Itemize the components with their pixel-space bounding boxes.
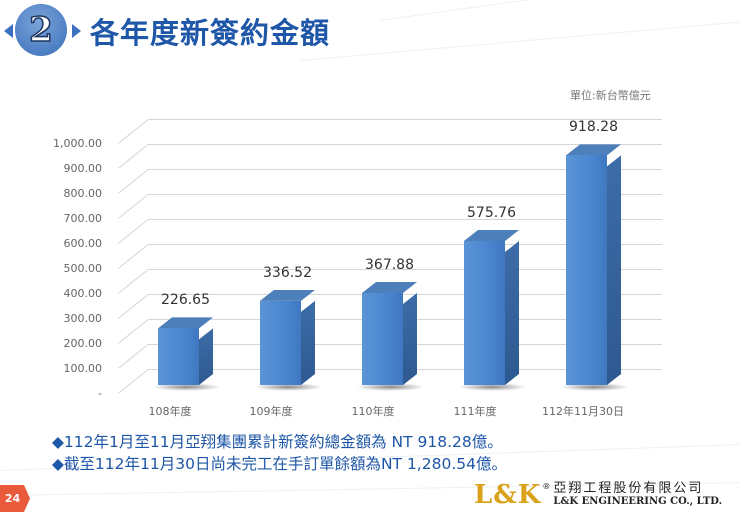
- diamond-bullet-icon: ◆: [52, 455, 64, 473]
- y-tick-label: 100.00: [63, 362, 103, 375]
- gridline: [148, 194, 662, 195]
- bar: [560, 144, 629, 391]
- registered-icon: ®: [542, 481, 551, 491]
- notes: ◆112年1月至11月亞翔集團累計新簽約總金額為 NT 918.28億。 ◆截至…: [52, 431, 507, 475]
- page-number: 24: [4, 492, 21, 505]
- bar-value-label: 918.28: [569, 119, 618, 136]
- gridline-depth: [118, 119, 149, 144]
- company-name-en: L&K ENGINEERING CO., LTD.: [553, 496, 723, 507]
- bar-value-label: 226.65: [161, 292, 210, 309]
- arrow-right-icon: [72, 24, 81, 38]
- unit-label: 單位:新台幣億元: [570, 89, 651, 102]
- bar: [458, 230, 527, 391]
- y-tick-label: 1,000.00: [53, 137, 102, 150]
- section-number-badge: 2: [15, 4, 67, 56]
- note-text: 112年1月至11月亞翔集團累計新簽約總金額為 NT 918.28億。: [63, 433, 503, 451]
- gridline: [148, 244, 662, 245]
- y-tick-label: -: [98, 387, 102, 400]
- bar: [356, 282, 425, 391]
- gridline-depth: [118, 319, 149, 344]
- bar-value-label: 336.52: [263, 264, 312, 281]
- gridline: [148, 144, 662, 145]
- y-tick-label: 800.00: [63, 187, 103, 200]
- gridline-depth: [118, 244, 149, 269]
- page-title: 各年度新簽約金額: [90, 16, 331, 50]
- slide-header: 2 各年度新簽約金額: [0, 0, 740, 60]
- y-tick-label: 600.00: [63, 237, 103, 250]
- note-item: ◆截至112年11月30日尚未完工在手訂單餘額為NT 1,280.54億。: [52, 453, 507, 475]
- logo-mark: L&K: [474, 480, 542, 510]
- company-name-cn: 亞翔工程股份有限公司: [553, 481, 704, 496]
- section-number: 2: [28, 10, 53, 50]
- bar: [254, 289, 323, 391]
- gridline-depth: [118, 269, 149, 294]
- y-tick-label: 900.00: [63, 162, 103, 175]
- bar-value-label: 575.76: [467, 205, 516, 222]
- x-category-label: 108年度: [148, 405, 192, 418]
- gridline: [148, 269, 662, 270]
- y-tick-label: 500.00: [63, 262, 103, 275]
- gridline-depth: [118, 294, 149, 319]
- x-category-label: 111年度: [453, 405, 497, 418]
- gridline: [148, 119, 662, 120]
- gridline-depth: [118, 219, 149, 244]
- gridline: [148, 169, 662, 170]
- x-category-label: 110年度: [351, 405, 395, 418]
- gridline-depth: [118, 369, 149, 394]
- gridline: [148, 219, 662, 220]
- gridline-depth: [118, 194, 149, 219]
- gridline: [148, 294, 662, 295]
- note-text: 截至112年11月30日尚未完工在手訂單餘額為NT 1,280.54億。: [63, 455, 507, 473]
- arrow-left-icon: [4, 24, 13, 38]
- gridline-depth: [118, 169, 149, 194]
- company-logo: L&K ® 亞翔工程股份有限公司 L&K ENGINEERING CO., LT…: [474, 480, 722, 510]
- y-tick-label: 400.00: [63, 287, 103, 300]
- y-tick-label: 200.00: [63, 337, 103, 350]
- x-category-label: 112年11月30日: [542, 405, 624, 418]
- bar-value-label: 367.88: [365, 257, 414, 274]
- diamond-bullet-icon: ◆: [52, 433, 64, 451]
- note-item: ◆112年1月至11月亞翔集團累計新簽約總金額為 NT 918.28億。: [52, 431, 507, 453]
- y-tick-label: 700.00: [63, 212, 103, 225]
- x-category-label: 109年度: [249, 405, 293, 418]
- y-tick-label: 300.00: [63, 312, 103, 325]
- bar: [152, 317, 221, 391]
- page-number-badge: 24: [0, 485, 30, 512]
- gridline-depth: [118, 144, 149, 169]
- gridline-depth: [118, 344, 149, 369]
